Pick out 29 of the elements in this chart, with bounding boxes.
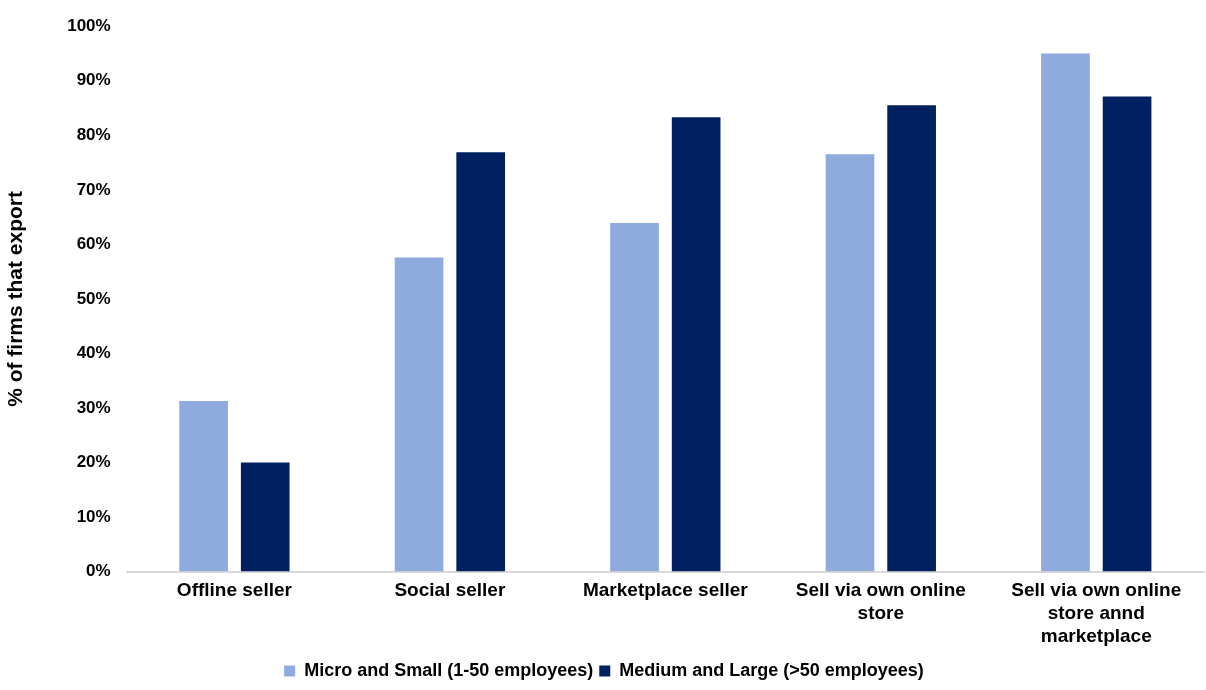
y-tick-label: 0% bbox=[86, 561, 111, 581]
bar bbox=[456, 152, 506, 572]
x-tick-label: Sell via own online store annd marketplace bbox=[1011, 579, 1182, 646]
y-tick-label: 60% bbox=[76, 234, 111, 254]
bar bbox=[887, 105, 936, 572]
x-tick-label: Offline seller bbox=[176, 579, 293, 601]
x-tick-label: Social seller bbox=[394, 579, 506, 601]
bar bbox=[1041, 53, 1090, 572]
bar bbox=[179, 400, 228, 572]
legend-label: Medium and Large (>50 employees) bbox=[619, 659, 924, 680]
y-tick-label: 70% bbox=[76, 179, 111, 199]
bar bbox=[394, 257, 444, 572]
y-tick-label: 30% bbox=[76, 397, 111, 417]
y-tick-label: 50% bbox=[76, 288, 111, 308]
bar bbox=[610, 223, 659, 572]
y-tick-label: 20% bbox=[76, 452, 111, 472]
y-axis-title: % of firms that export bbox=[3, 190, 27, 407]
bar bbox=[671, 117, 721, 572]
y-tick-label: 100% bbox=[67, 15, 111, 35]
bar bbox=[240, 462, 290, 572]
x-tick-label: Sell via own online store bbox=[795, 579, 966, 624]
x-tick-label: Marketplace seller bbox=[582, 579, 749, 601]
bar bbox=[825, 154, 875, 572]
bar bbox=[1102, 96, 1152, 572]
y-tick-label: 90% bbox=[76, 70, 111, 90]
y-tick-label: 40% bbox=[76, 343, 111, 363]
y-tick-label: 10% bbox=[76, 506, 111, 526]
legend-label: Micro and Small (1-50 employees) bbox=[304, 659, 594, 680]
y-tick-label: 80% bbox=[76, 124, 111, 144]
